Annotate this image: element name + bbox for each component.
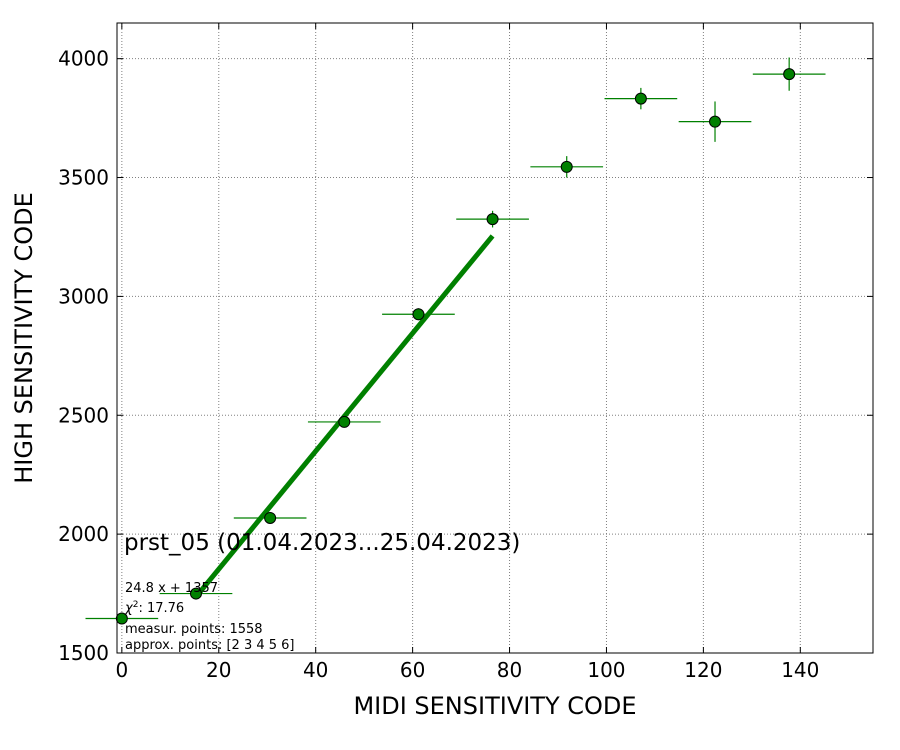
data-point [634, 92, 647, 105]
chi2-superscript: 2 [133, 600, 139, 610]
y-tick-label: 3500 [58, 166, 109, 190]
y-tick-label: 2500 [58, 403, 109, 427]
plot-frame [116, 22, 874, 654]
y-tick-label: 1500 [58, 641, 109, 665]
data-points [85, 57, 826, 625]
x-tick-label: 120 [684, 658, 722, 682]
data-point [486, 213, 499, 226]
data-point-group [382, 308, 455, 321]
data-point [338, 415, 351, 428]
data-point-group [752, 57, 826, 91]
annotation-measur-points: measur. points: 1558 [125, 622, 263, 637]
data-point [709, 115, 722, 128]
y-tick-label: 2000 [58, 522, 109, 546]
annotation-title: prst_05 (01.04.2023...25.04.2023) [124, 530, 520, 556]
annotation-fit-formula: 24.8 x + 1357 [125, 581, 218, 596]
x-tick-label: 100 [587, 658, 625, 682]
annotation-approx-points: approx. points: [2 3 4 5 6] [125, 638, 295, 653]
axis-ticks: 0 20 40 60 80 100 120 140 1500 2000 2500 3000 3500 40… [58, 23, 873, 682]
data-point [189, 587, 202, 600]
x-tick-label: 140 [781, 658, 819, 682]
x-tick-label: 80 [497, 658, 522, 682]
data-point [560, 160, 573, 173]
data-point-group [604, 87, 678, 110]
data-point-group [159, 587, 233, 600]
data-point-group [233, 511, 307, 524]
data-point-group [678, 101, 752, 142]
data-point [264, 511, 277, 524]
data-point-group [307, 415, 381, 428]
y-tick-label: 4000 [58, 47, 109, 71]
data-point [115, 612, 128, 625]
annotation-chi2: χ2: 17.76 [124, 600, 184, 616]
grid [117, 23, 873, 653]
chi2-value: : 17.76 [138, 601, 184, 616]
x-tick-label: 60 [400, 658, 425, 682]
chi2-symbol: χ [124, 601, 134, 616]
x-axis-label: MIDI SENSITIVITY CODE [353, 692, 636, 720]
data-point [783, 68, 796, 81]
y-axis-label: HIGH SENSITIVITY CODE [10, 192, 38, 484]
data-point [412, 308, 425, 321]
data-point-group [530, 156, 604, 178]
data-point-group [85, 612, 159, 625]
data-point-group [456, 210, 529, 228]
x-tick-label: 40 [303, 658, 328, 682]
x-tick-label: 20 [206, 658, 231, 682]
y-tick-label: 3000 [58, 284, 109, 308]
x-tick-label: 0 [115, 658, 128, 682]
